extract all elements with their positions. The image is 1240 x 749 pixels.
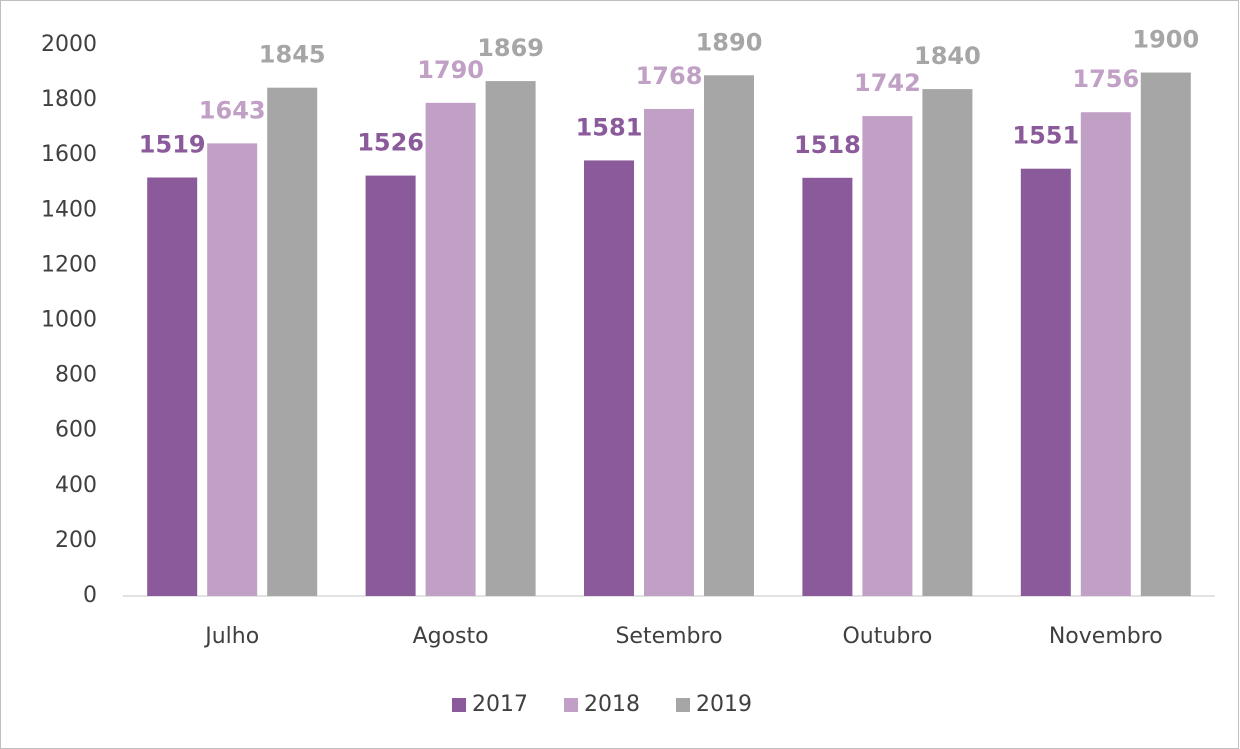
value-label: 1840 bbox=[914, 42, 981, 70]
value-label: 1869 bbox=[477, 34, 544, 62]
x-tick-label: Setembro bbox=[615, 624, 722, 649]
x-tick-label: Novembro bbox=[1049, 624, 1163, 649]
legend-label: 2018 bbox=[584, 692, 640, 717]
value-label: 1768 bbox=[636, 62, 703, 90]
value-label: 1742 bbox=[854, 69, 921, 97]
bar bbox=[147, 177, 198, 596]
value-label: 1890 bbox=[696, 28, 763, 56]
x-tick-label: Julho bbox=[203, 624, 259, 649]
y-tick-label: 1600 bbox=[41, 142, 97, 167]
y-tick-label: 2000 bbox=[41, 32, 97, 57]
value-label: 1900 bbox=[1132, 26, 1199, 54]
bar bbox=[1080, 112, 1131, 597]
bar bbox=[922, 89, 973, 596]
value-label: 1790 bbox=[417, 56, 484, 84]
y-tick-label: 1200 bbox=[41, 252, 97, 277]
value-label: 1526 bbox=[357, 129, 424, 157]
value-label: 1756 bbox=[1072, 65, 1139, 93]
bar bbox=[365, 175, 416, 596]
y-tick-label: 1400 bbox=[41, 197, 97, 222]
y-tick-label: 600 bbox=[55, 418, 97, 443]
x-tick-label: Outubro bbox=[842, 624, 932, 649]
bar bbox=[267, 87, 318, 596]
value-label: 1519 bbox=[139, 131, 206, 159]
bar bbox=[485, 81, 536, 596]
bar bbox=[704, 75, 754, 597]
legend-label: 2019 bbox=[696, 692, 752, 717]
bar bbox=[862, 116, 913, 596]
legend-swatch bbox=[452, 698, 466, 712]
legend-swatch bbox=[676, 698, 690, 712]
y-tick-label: 1000 bbox=[41, 308, 97, 333]
bar bbox=[425, 102, 476, 596]
bar bbox=[802, 177, 853, 596]
value-label: 1845 bbox=[259, 41, 326, 69]
value-label: 1518 bbox=[794, 131, 861, 159]
value-label: 1643 bbox=[199, 96, 266, 124]
bar bbox=[207, 143, 258, 596]
legend-swatch bbox=[564, 698, 578, 712]
y-tick-label: 0 bbox=[83, 583, 97, 608]
bar bbox=[1020, 168, 1071, 596]
legend-label: 2017 bbox=[472, 692, 528, 717]
value-label: 1581 bbox=[576, 113, 643, 141]
y-tick-label: 800 bbox=[55, 363, 97, 388]
y-tick-label: 1800 bbox=[41, 87, 97, 112]
y-tick-label: 200 bbox=[55, 528, 97, 553]
x-tick-label: Agosto bbox=[413, 624, 489, 649]
bar bbox=[1140, 72, 1191, 597]
y-tick-label: 400 bbox=[55, 473, 97, 498]
value-label: 1551 bbox=[1012, 122, 1079, 150]
bar bbox=[584, 160, 634, 596]
bar bbox=[644, 108, 694, 596]
